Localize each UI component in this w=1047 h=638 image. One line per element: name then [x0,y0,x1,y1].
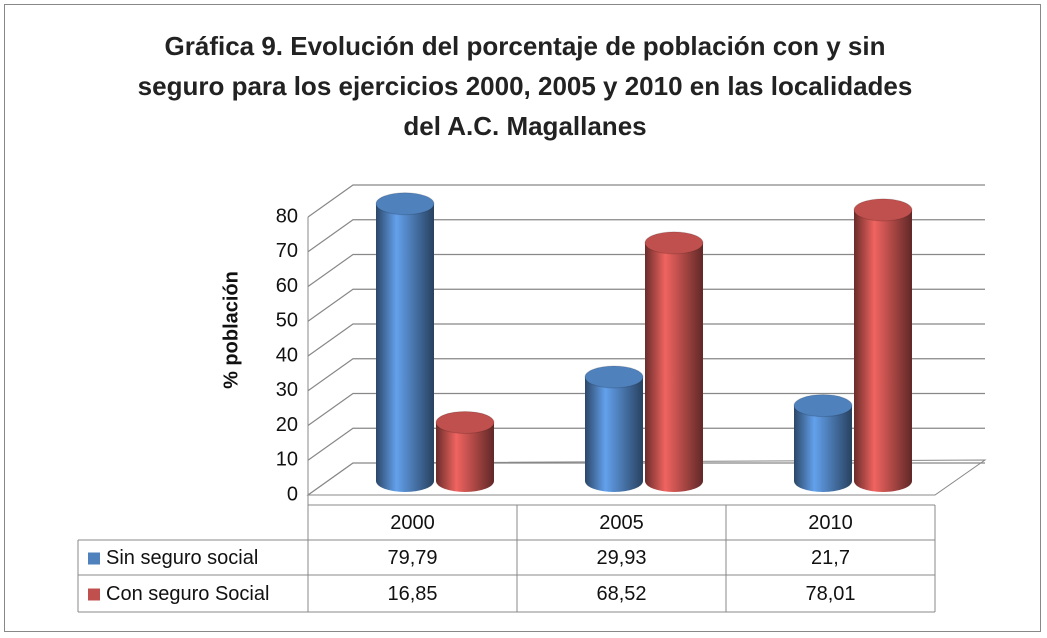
y-tick-label: 40 [276,344,298,366]
cylinder-top [435,410,495,434]
cylinder [644,231,704,492]
legend-swatch [88,552,100,565]
y-tick-label: 80 [276,205,298,227]
bar [585,376,643,481]
grid-line [307,462,985,496]
grid-line [307,427,985,461]
grid-line [307,253,985,287]
grid-line [307,392,985,426]
grid-line [307,323,985,357]
grid-line [307,358,985,392]
cylinder-top [644,231,704,255]
cylinder [375,192,435,492]
data-label: 21,7 [811,547,850,569]
chart-title: Gráfica 9. Evolución del porcentaje de p… [137,31,913,141]
x-tick-label: 2000 [390,512,435,534]
bar [794,405,852,481]
cylinder-top [584,365,644,389]
x-tick-label: 2005 [599,512,644,534]
y-tick-label: 70 [276,240,298,262]
y-tick-label: 10 [276,449,298,471]
data-label: 29,93 [596,547,646,569]
grid-line [307,184,985,218]
grid-line [307,219,985,253]
legend-label: Sin seguro social [106,547,258,569]
y-tick-label: 50 [276,310,298,332]
y-tick-label: 20 [276,414,298,436]
y-tick-label: 0 [287,483,298,505]
y-axis-label: % población [220,271,242,389]
bar [376,203,434,482]
legend-swatch [88,588,100,601]
cylinder [435,410,495,492]
bar [854,209,912,481]
cylinder-top [375,192,435,216]
cylinder [584,365,644,492]
bar [645,242,703,481]
x-tick-label: 2010 [808,512,853,534]
data-label: 16,85 [387,583,437,605]
cylinder [853,198,913,492]
y-tick-label: 60 [276,275,298,297]
legend-label: Con seguro Social [106,583,269,605]
data-label: 68,52 [596,583,646,605]
cylinder-top [853,198,913,222]
data-label: 79,79 [387,547,437,569]
chart-frame [4,4,1041,632]
grid-line [307,288,985,322]
y-tick-label: 30 [276,379,298,401]
cylinder-top [793,394,853,418]
cylinder [793,394,853,492]
data-label: 78,01 [805,583,855,605]
